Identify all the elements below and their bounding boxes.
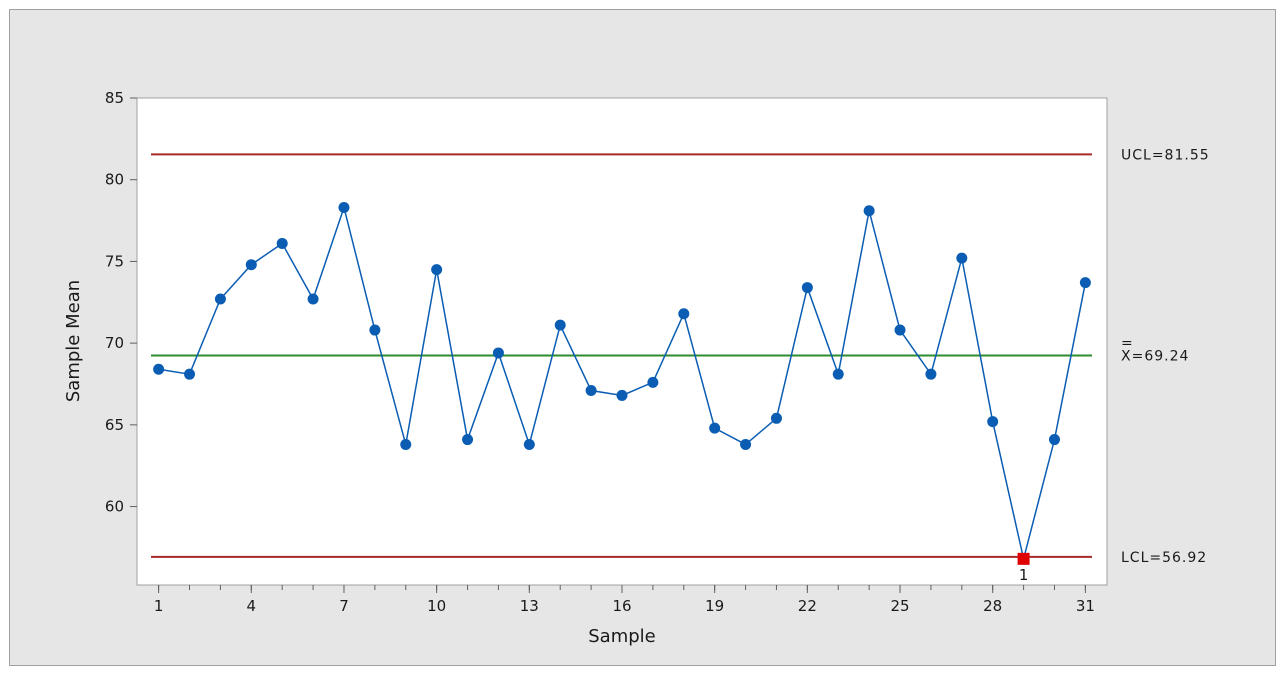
y-tick-label: 70 <box>105 334 124 352</box>
data-point <box>678 308 690 320</box>
reference-line-label: UCL=81.55 <box>1121 147 1210 163</box>
x-tick-label: 13 <box>520 597 539 615</box>
y-axis: 60 65 70 75 80 85 <box>105 89 137 516</box>
flagged-point <box>1017 552 1030 565</box>
y-axis-title: Sample Mean <box>63 280 84 402</box>
x-tick-label: 16 <box>612 597 631 615</box>
data-point <box>832 368 844 380</box>
reference-lines: UCL=81.55 X=69.24= LCL=56.92 <box>151 147 1210 566</box>
reference-line-overbar: = <box>1121 336 1134 352</box>
data-point <box>431 264 443 276</box>
x-tick-label: 31 <box>1076 597 1095 615</box>
data-point <box>276 237 288 249</box>
control-chart: UCL=81.55X=69.24=LCL=56.92 606570758085 … <box>63 89 1210 647</box>
data-point <box>740 438 752 450</box>
data-points: 1 <box>153 201 1091 584</box>
plot-area <box>136 97 1108 586</box>
x-tick-label: 1 <box>154 597 164 615</box>
data-point <box>709 422 721 434</box>
data-point <box>245 259 257 271</box>
x-tick-label: 7 <box>339 597 349 615</box>
flagged-point-label: 1 <box>1019 566 1029 584</box>
data-point <box>647 376 659 388</box>
data-point <box>616 389 628 401</box>
x-axis: 1 4 7 10 13 16 19 22 25 28 31 <box>154 585 1095 615</box>
data-point <box>554 319 566 331</box>
data-point <box>987 416 999 428</box>
data-point <box>894 324 906 336</box>
y-tick-label: 65 <box>105 416 124 434</box>
data-point <box>153 363 165 375</box>
y-tick-label: 75 <box>105 252 124 270</box>
x-tick-label: 19 <box>705 597 724 615</box>
data-point <box>462 434 474 446</box>
data-point <box>214 293 226 305</box>
data-point <box>338 201 350 213</box>
data-point <box>492 347 504 359</box>
x-tick-label: 28 <box>983 597 1002 615</box>
data-point <box>585 385 597 397</box>
data-point <box>400 438 412 450</box>
x-tick-label: 4 <box>247 597 257 615</box>
y-tick-label: 80 <box>105 171 124 189</box>
y-tick-label: 85 <box>105 89 124 107</box>
data-point <box>770 412 782 424</box>
data-point <box>523 438 535 450</box>
x-tick-label: 10 <box>427 597 446 615</box>
reference-line-label: X=69.24 <box>1121 349 1189 365</box>
data-point <box>184 368 196 380</box>
reference-line-label: LCL=56.92 <box>1121 550 1207 566</box>
data-point <box>369 324 381 336</box>
data-point <box>956 252 968 264</box>
data-point <box>863 205 875 217</box>
data-point <box>307 293 319 305</box>
data-point <box>801 282 813 294</box>
data-point <box>1079 277 1091 289</box>
x-axis-title: Sample <box>588 626 656 647</box>
x-tick-label: 25 <box>890 597 909 615</box>
x-tick-label: 22 <box>798 597 817 615</box>
data-point <box>925 368 937 380</box>
y-tick-label: 60 <box>105 498 124 516</box>
chart-frame: UCL=81.55 X=69.24 = LCL=56.92 60 65 70 75 80 85 … <box>9 9 1276 666</box>
data-point <box>1048 434 1060 446</box>
